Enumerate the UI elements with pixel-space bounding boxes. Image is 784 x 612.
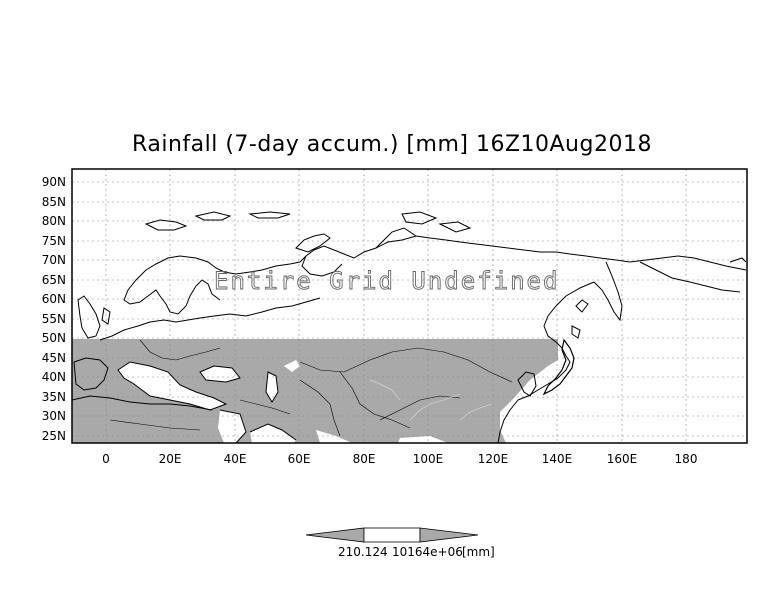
lat-tick: 60N — [42, 292, 66, 306]
colorbar: 210.124 10164e+06 [mm] — [305, 527, 495, 559]
lon-tick: 0 — [102, 452, 110, 466]
lon-tick: 180 — [675, 452, 698, 466]
data-region — [72, 339, 558, 443]
lat-tick: 25N — [42, 429, 66, 443]
lat-tick: 80N — [42, 214, 66, 228]
lon-tick: 60E — [288, 452, 311, 466]
lon-tick: 20E — [159, 452, 182, 466]
plot-frame — [71, 168, 748, 444]
political-borders — [109, 339, 513, 437]
lon-tick: 140E — [542, 452, 573, 466]
lat-tick: 90N — [42, 175, 66, 189]
lat-tick: 30N — [42, 409, 66, 423]
map-title: Rainfall (7-day accum.) [mm] 16Z10Aug201… — [132, 132, 652, 157]
coastlines — [71, 211, 747, 444]
lon-tick-labels: 0 20E 40E 60E 80E 100E 120E 140E 160E 18… — [102, 452, 697, 466]
lon-tick: 100E — [413, 452, 444, 466]
lon-tick: 120E — [478, 452, 509, 466]
lat-tick-labels: 90N 85N 80N 75N 70N 65N 60N 55N 50N 45N … — [42, 175, 66, 443]
rivers — [369, 379, 493, 421]
colorbar-label-min: 210.124 — [338, 545, 388, 559]
lat-tick: 40N — [42, 370, 66, 384]
undefined-grid-label: Entire Grid Undefined — [214, 267, 559, 295]
lat-tick: 55N — [42, 312, 66, 326]
lon-tick: 160E — [607, 452, 638, 466]
lat-tick: 65N — [42, 273, 66, 287]
colorbar-label-unit: [mm] — [462, 545, 495, 559]
lon-tick: 80E — [353, 452, 376, 466]
colorbar-left-arrow — [305, 527, 365, 543]
lat-tick: 85N — [42, 195, 66, 209]
colorbar-right-arrow — [419, 527, 479, 543]
lon-tick: 40E — [224, 452, 247, 466]
colorbar-middle — [363, 527, 421, 543]
lat-tick: 75N — [42, 234, 66, 248]
lat-tick: 45N — [42, 351, 66, 365]
colorbar-label-max: 10164e+06 — [392, 545, 463, 559]
lat-tick: 35N — [42, 390, 66, 404]
lat-tick: 50N — [42, 331, 66, 345]
lat-tick: 70N — [42, 253, 66, 267]
